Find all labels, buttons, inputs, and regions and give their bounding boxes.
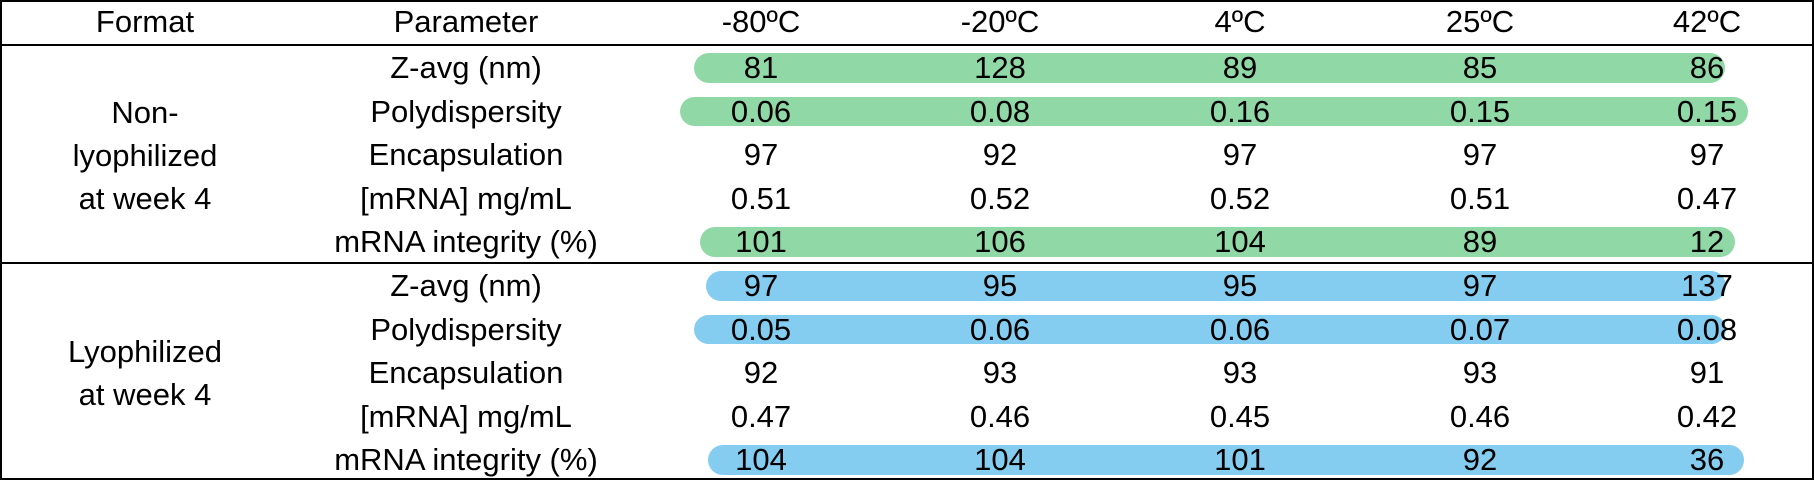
parameter-cell: [mRNA] mg/mL bbox=[360, 398, 572, 434]
header-parameter: Parameter bbox=[393, 4, 539, 39]
value-cell: 91 bbox=[1689, 355, 1725, 391]
parameter-cell: mRNA integrity (%) bbox=[334, 224, 598, 260]
header-format: Format bbox=[95, 4, 195, 39]
header-temp-1: -20ºC bbox=[960, 4, 1040, 39]
grid-line-horizontal bbox=[0, 44, 1814, 46]
value-cell: 12 bbox=[1689, 224, 1725, 260]
highlight-band bbox=[708, 445, 1744, 475]
value-cell: 97 bbox=[1462, 137, 1498, 173]
table-row: [mRNA] mg/mL 0.47 0.46 0.45 0.46 0.42 bbox=[0, 395, 1814, 438]
parameter-cell: [mRNA] mg/mL bbox=[360, 180, 572, 216]
grid-line-horizontal bbox=[0, 262, 1814, 264]
parameter-cell: Encapsulation bbox=[368, 137, 564, 173]
header-temp-4: 42ºC bbox=[1672, 4, 1742, 39]
table-row: Encapsulation 92 93 93 93 91 bbox=[0, 351, 1814, 394]
value-cell: 93 bbox=[982, 355, 1018, 391]
value-cell: 85 bbox=[1462, 50, 1498, 85]
highlight-band bbox=[700, 227, 1735, 257]
value-cell: 0.45 bbox=[1209, 398, 1271, 434]
parameter-cell: Z-avg (nm) bbox=[390, 268, 542, 303]
value-cell: 0.08 bbox=[969, 93, 1031, 129]
header-row: Format Parameter -80ºC -20ºC 4ºC 25ºC 42ºC bbox=[0, 0, 1814, 43]
value-cell: 0.16 bbox=[1209, 93, 1271, 129]
table-row: mRNA integrity (%) 104 104 101 92 36 bbox=[0, 438, 1814, 481]
format-label-line: Lyophilized bbox=[68, 334, 222, 369]
value-cell: 0.15 bbox=[1449, 93, 1511, 129]
value-cell: 97 bbox=[743, 137, 779, 173]
value-cell: 92 bbox=[743, 355, 779, 391]
table-row: Polydispersity 0.05 0.06 0.06 0.07 0.08 bbox=[0, 308, 1814, 351]
table-row: Encapsulation 97 92 97 97 97 bbox=[0, 133, 1814, 176]
value-cell: 106 bbox=[974, 224, 1026, 260]
value-cell: 101 bbox=[1214, 442, 1266, 478]
header-temp-2: 4ºC bbox=[1214, 4, 1266, 39]
value-cell: 0.06 bbox=[1209, 311, 1271, 347]
header-temp-3: 25ºC bbox=[1445, 4, 1515, 39]
grid-line-horizontal bbox=[0, 0, 1814, 2]
value-cell: 0.47 bbox=[1676, 180, 1738, 216]
value-cell: 0.05 bbox=[730, 311, 792, 347]
format-label-line: at week 4 bbox=[78, 377, 212, 412]
value-cell: 0.46 bbox=[1449, 398, 1511, 434]
value-cell: 104 bbox=[974, 442, 1026, 478]
table-row: Z-avg (nm) 97 95 95 97 137 bbox=[0, 264, 1814, 307]
value-cell: 89 bbox=[1222, 50, 1258, 85]
highlight-band bbox=[694, 314, 1726, 345]
value-cell: 95 bbox=[982, 268, 1018, 303]
value-cell: 81 bbox=[743, 50, 779, 85]
value-cell: 93 bbox=[1462, 355, 1498, 391]
value-cell: 0.07 bbox=[1449, 311, 1511, 347]
parameter-cell: Encapsulation bbox=[368, 355, 564, 391]
value-cell: 0.15 bbox=[1676, 93, 1738, 129]
value-cell: 0.42 bbox=[1676, 398, 1738, 434]
value-cell: 0.46 bbox=[969, 398, 1031, 434]
table-row: mRNA integrity (%) 101 106 104 89 12 bbox=[0, 220, 1814, 263]
table-row: Z-avg (nm) 81 128 89 85 86 bbox=[0, 46, 1814, 89]
highlight-band bbox=[706, 271, 1726, 301]
table-row: Polydispersity 0.06 0.08 0.16 0.15 0.15 bbox=[0, 90, 1814, 133]
value-cell: 0.51 bbox=[730, 180, 792, 216]
format-label-line: Non- bbox=[111, 94, 179, 130]
value-cell: 0.06 bbox=[969, 311, 1031, 347]
value-cell: 0.51 bbox=[1449, 180, 1511, 216]
parameter-cell: Z-avg (nm) bbox=[390, 50, 542, 85]
value-cell: 97 bbox=[1462, 268, 1498, 303]
value-cell: 92 bbox=[982, 137, 1018, 173]
highlight-band bbox=[680, 96, 1748, 127]
format-label-line: lyophilized bbox=[72, 137, 218, 173]
table-row: [mRNA] mg/mL 0.51 0.52 0.52 0.51 0.47 bbox=[0, 177, 1814, 220]
value-cell: 92 bbox=[1462, 442, 1498, 478]
value-cell: 97 bbox=[743, 268, 779, 303]
header-temp-0: -80ºC bbox=[721, 4, 801, 39]
format-label-line: at week 4 bbox=[78, 180, 212, 216]
value-cell: 104 bbox=[735, 442, 787, 478]
value-cell: 104 bbox=[1214, 224, 1266, 260]
value-cell: 128 bbox=[974, 50, 1026, 85]
parameter-cell: Polydispersity bbox=[370, 93, 562, 129]
value-cell: 36 bbox=[1689, 442, 1725, 478]
grid-line-horizontal bbox=[0, 478, 1814, 480]
parameter-cell: mRNA integrity (%) bbox=[334, 442, 598, 478]
value-cell: 97 bbox=[1222, 137, 1258, 173]
value-cell: 86 bbox=[1689, 50, 1725, 85]
highlight-band bbox=[694, 53, 1725, 83]
value-cell: 0.06 bbox=[730, 93, 792, 129]
value-cell: 101 bbox=[735, 224, 787, 260]
grid-line-vertical bbox=[0, 0, 2, 480]
value-cell: 0.52 bbox=[969, 180, 1031, 216]
value-cell: 137 bbox=[1681, 268, 1733, 303]
value-cell: 93 bbox=[1222, 355, 1258, 391]
value-cell: 97 bbox=[1689, 137, 1725, 173]
value-cell: 89 bbox=[1462, 224, 1498, 260]
grid-line-vertical bbox=[1812, 0, 1814, 480]
value-cell: 95 bbox=[1222, 268, 1258, 303]
value-cell: 0.47 bbox=[730, 398, 792, 434]
parameter-cell: Polydispersity bbox=[370, 311, 562, 347]
value-cell: 0.08 bbox=[1676, 311, 1738, 347]
value-cell: 0.52 bbox=[1209, 180, 1271, 216]
